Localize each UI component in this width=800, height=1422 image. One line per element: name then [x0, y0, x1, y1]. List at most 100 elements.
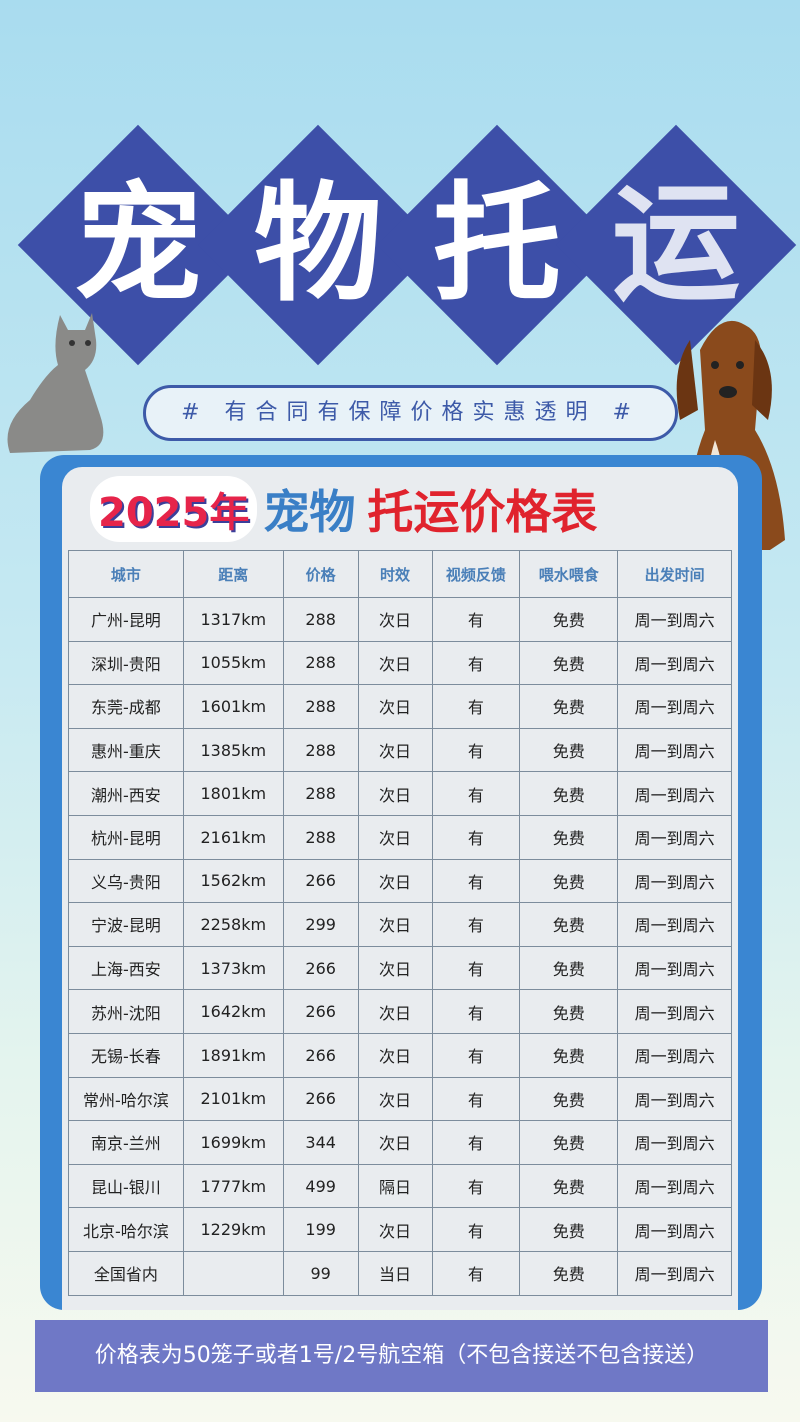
cat-image [7, 313, 104, 453]
table-cell: 免费 [519, 1120, 619, 1165]
table-cell: 昆山-银川 [68, 1163, 184, 1209]
table-cell: 周一到周六 [617, 814, 732, 860]
table-cell: 免费 [519, 597, 619, 642]
table-cell: 周一到周六 [617, 684, 732, 729]
table-cell: 潮州-西安 [68, 771, 184, 816]
table-cell: 次日 [357, 858, 433, 904]
price-table-heading: 2025年 宠物 托运价格表 [90, 476, 598, 542]
table-cell: 有 [431, 945, 521, 991]
table-cell: 次日 [357, 814, 433, 860]
table-cell: 免费 [519, 1250, 619, 1296]
table-cell: 299 [282, 902, 359, 947]
table-cell: 免费 [519, 684, 619, 729]
table-cell: 1699km [182, 1120, 284, 1165]
table-cell: 1562km [182, 858, 284, 904]
table-cell: 周一到周六 [617, 771, 732, 816]
table-cell: 北京-哈尔滨 [68, 1207, 184, 1252]
table-cell: 有 [431, 902, 521, 947]
table-cell: 499 [282, 1163, 359, 1209]
table-cell: 有 [431, 727, 521, 773]
table-cell: 周一到周六 [617, 1207, 732, 1252]
table-row: 常州-哈尔滨 2101km 266 次日有免费 周一到周六 [68, 1076, 732, 1122]
table-cell: 1055km [182, 640, 284, 686]
table-cell: 288 [282, 640, 359, 686]
table-cell: 266 [282, 1076, 359, 1122]
table-cell: 当日 [357, 1250, 433, 1296]
table-cell: 99 [282, 1250, 359, 1296]
table-cell: 周一到周六 [617, 902, 732, 947]
table-cell: 1373km [182, 945, 284, 991]
column-header: 城市 [68, 550, 184, 598]
table-cell: 惠州-重庆 [68, 727, 184, 773]
table-row: 义乌-贵阳 1562km 266 次日有免费 周一到周六 [68, 858, 732, 904]
column-header: 出发时间 [617, 550, 732, 598]
table-cell: 1777km [182, 1163, 284, 1209]
table-row: 东莞-成都 1601km 288 次日有免费 周一到周六 [68, 684, 732, 729]
table-cell: 1801km [182, 771, 284, 816]
table-cell: 288 [282, 727, 359, 773]
table-cell: 周一到周六 [617, 1120, 732, 1165]
table-cell: 有 [431, 1250, 521, 1296]
table-cell: 次日 [357, 684, 433, 729]
table-cell: 上海-西安 [68, 945, 184, 991]
table-cell: 2101km [182, 1076, 284, 1122]
column-header: 视频反馈 [431, 550, 521, 598]
table-cell: 深圳-贵阳 [68, 640, 184, 686]
title-char: 物 [253, 170, 382, 319]
table-header-row: 城市 距离 价格 时效 视频反馈 喂水喂食 出发时间 [68, 550, 732, 598]
table-cell: 次日 [357, 989, 433, 1034]
table-cell: 免费 [519, 989, 619, 1034]
table-cell: 次日 [357, 640, 433, 686]
table-cell: 免费 [519, 1032, 619, 1078]
table-cell: 义乌-贵阳 [68, 858, 184, 904]
table-row: 潮州-西安 1801km 288 次日有免费 周一到周六 [68, 771, 732, 816]
heading-year: 2025年 [90, 476, 258, 542]
title-char: 运 [611, 170, 740, 319]
table-cell: 周一到周六 [617, 945, 732, 991]
table-cell: 免费 [519, 1163, 619, 1209]
table-cell: 有 [431, 858, 521, 904]
table-cell: 266 [282, 945, 359, 991]
table-cell: 有 [431, 989, 521, 1034]
table-cell: 周一到周六 [617, 727, 732, 773]
table-cell: 1317km [182, 597, 284, 642]
table-cell: 周一到周六 [617, 1163, 732, 1209]
table-row: 全国省内 99 当日有免费 周一到周六 [68, 1250, 732, 1296]
table-cell: 有 [431, 597, 521, 642]
table-cell: 266 [282, 989, 359, 1034]
table-cell: 有 [431, 1163, 521, 1209]
table-row: 广州-昆明 1317km 288 次日有免费 周一到周六 [68, 597, 732, 642]
table-cell: 1642km [182, 989, 284, 1034]
table-cell: 有 [431, 771, 521, 816]
title-char: 托 [432, 170, 561, 319]
table-cell: 南京-兰州 [68, 1120, 184, 1165]
table-cell: 免费 [519, 1207, 619, 1252]
table-cell: 无锡-长春 [68, 1032, 184, 1078]
heading-red: 托运价格表 [367, 485, 598, 539]
table-cell: 次日 [357, 1032, 433, 1078]
table-cell: 1229km [182, 1207, 284, 1252]
table-cell: 周一到周六 [617, 1032, 732, 1078]
column-header: 时效 [357, 550, 433, 598]
table-cell: 有 [431, 1032, 521, 1078]
table-row: 惠州-重庆 1385km 288 次日有免费 周一到周六 [68, 727, 732, 773]
table-row: 杭州-昆明 2161km 288 次日有免费 周一到周六 [68, 814, 732, 860]
column-header: 价格 [282, 550, 359, 598]
table-cell: 266 [282, 858, 359, 904]
table-cell: 次日 [357, 771, 433, 816]
table-row: 昆山-银川 1777km 499 隔日有免费 周一到周六 [68, 1163, 732, 1209]
table-cell: 199 [282, 1207, 359, 1252]
table-cell: 1891km [182, 1032, 284, 1078]
table-row: 宁波-昆明 2258km 299 次日有免费 周一到周六 [68, 902, 732, 947]
table-cell: 次日 [357, 597, 433, 642]
table-cell: 宁波-昆明 [68, 902, 184, 947]
table-cell: 288 [282, 814, 359, 860]
column-header: 距离 [182, 550, 284, 598]
table-cell: 288 [282, 597, 359, 642]
table-cell: 有 [431, 1120, 521, 1165]
table-cell: 免费 [519, 771, 619, 816]
table-row: 苏州-沈阳 1642km 266 次日有免费 周一到周六 [68, 989, 732, 1034]
table-cell: 隔日 [357, 1163, 433, 1209]
table-cell: 266 [282, 1032, 359, 1078]
